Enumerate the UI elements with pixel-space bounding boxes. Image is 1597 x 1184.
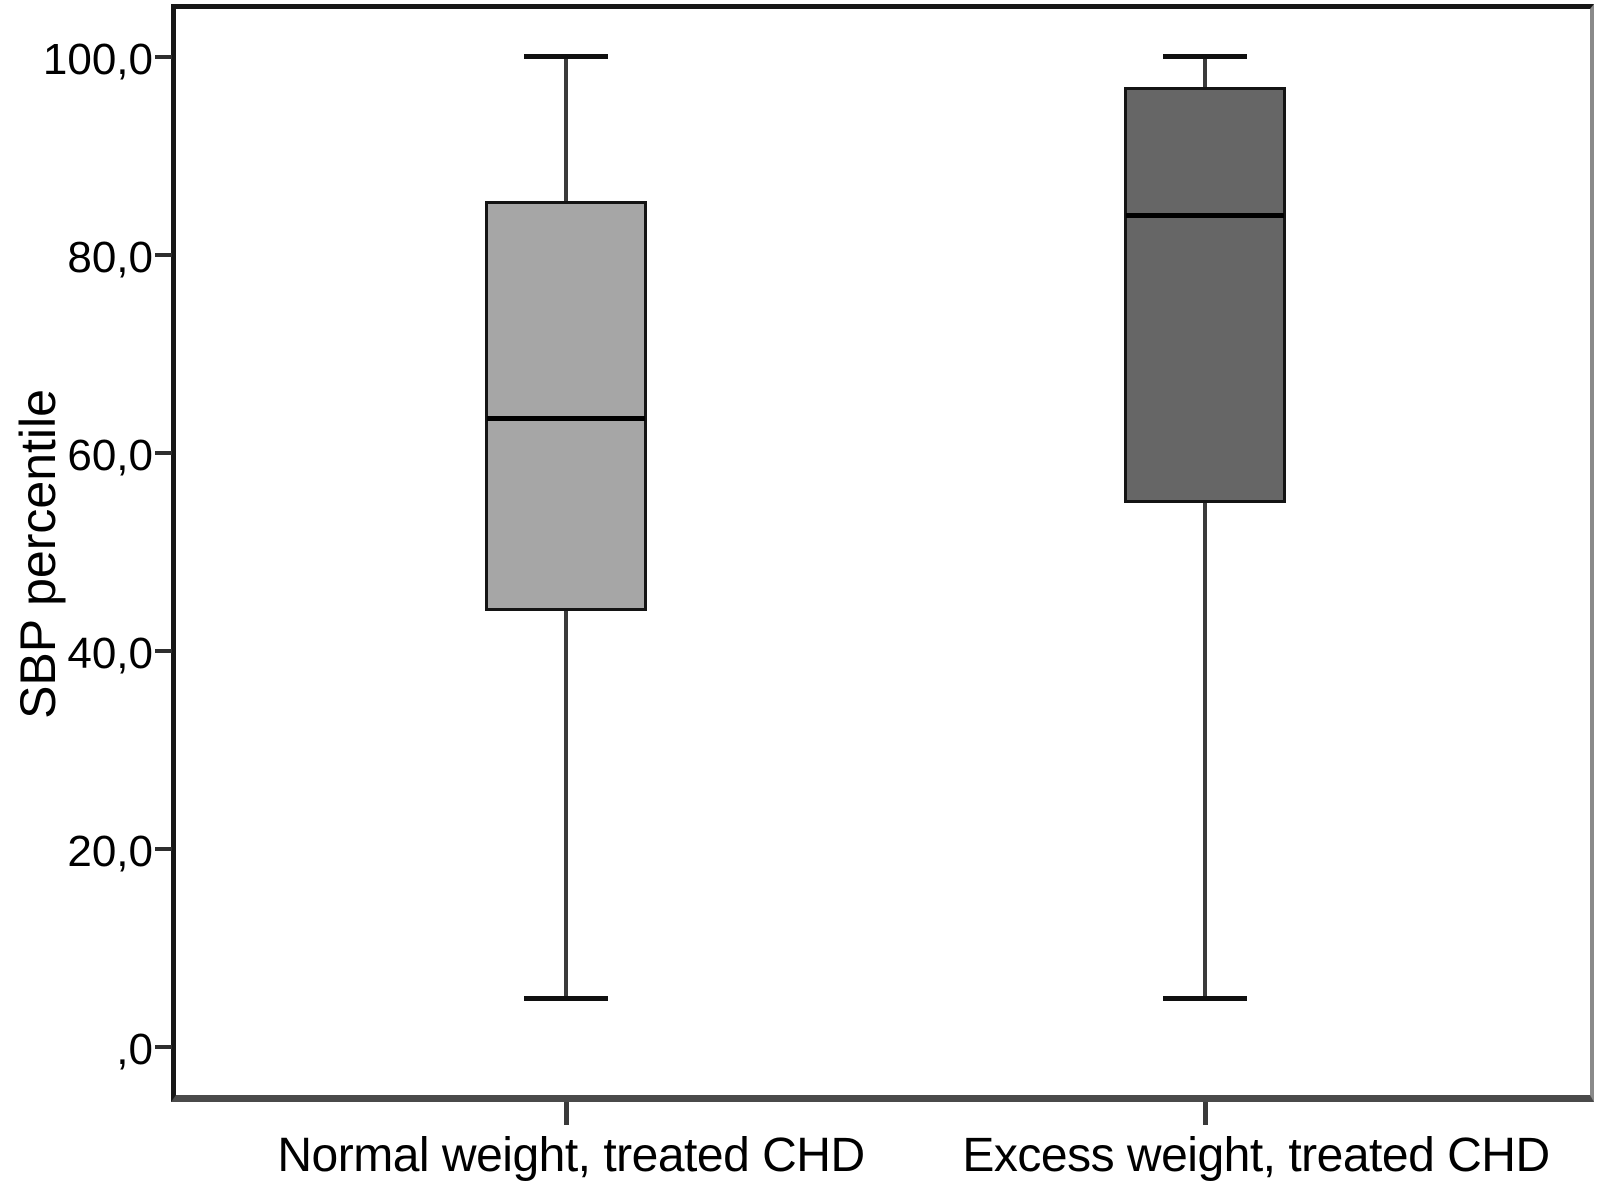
median-line xyxy=(1126,213,1284,218)
y-tick-label: 60,0 xyxy=(67,431,153,480)
x-tick-mark xyxy=(564,1102,569,1125)
y-tick-mark xyxy=(155,649,172,653)
y-tick-label: 80,0 xyxy=(67,233,153,282)
box-rect xyxy=(485,201,647,611)
upper-whisker-line xyxy=(564,57,568,201)
upper-whisker-cap xyxy=(1163,54,1247,59)
lower-whisker-cap xyxy=(524,996,608,1001)
upper-whisker-cap xyxy=(524,54,608,59)
y-tick-mark xyxy=(155,55,172,59)
y-tick-label: 20,0 xyxy=(67,827,153,876)
y-tick-label: 40,0 xyxy=(67,629,153,678)
median-line xyxy=(487,416,645,421)
x-category-label: Excess weight, treated CHD xyxy=(962,1129,1550,1182)
upper-whisker-line xyxy=(1203,57,1207,87)
x-category-label: Normal weight, treated CHD xyxy=(277,1129,865,1182)
lower-whisker-line xyxy=(564,611,568,998)
y-tick-mark xyxy=(155,451,172,455)
y-tick-label: ,0 xyxy=(116,1025,153,1074)
y-tick-mark xyxy=(155,847,172,851)
x-tick-mark xyxy=(1203,1102,1208,1125)
plot-area xyxy=(171,4,1594,1102)
lower-whisker-line xyxy=(1203,503,1207,998)
lower-whisker-cap xyxy=(1163,996,1247,1001)
box-rect xyxy=(1124,87,1286,503)
y-tick-mark xyxy=(155,253,172,257)
y-tick-mark xyxy=(155,1045,172,1049)
y-tick-label: 100,0 xyxy=(42,35,153,84)
